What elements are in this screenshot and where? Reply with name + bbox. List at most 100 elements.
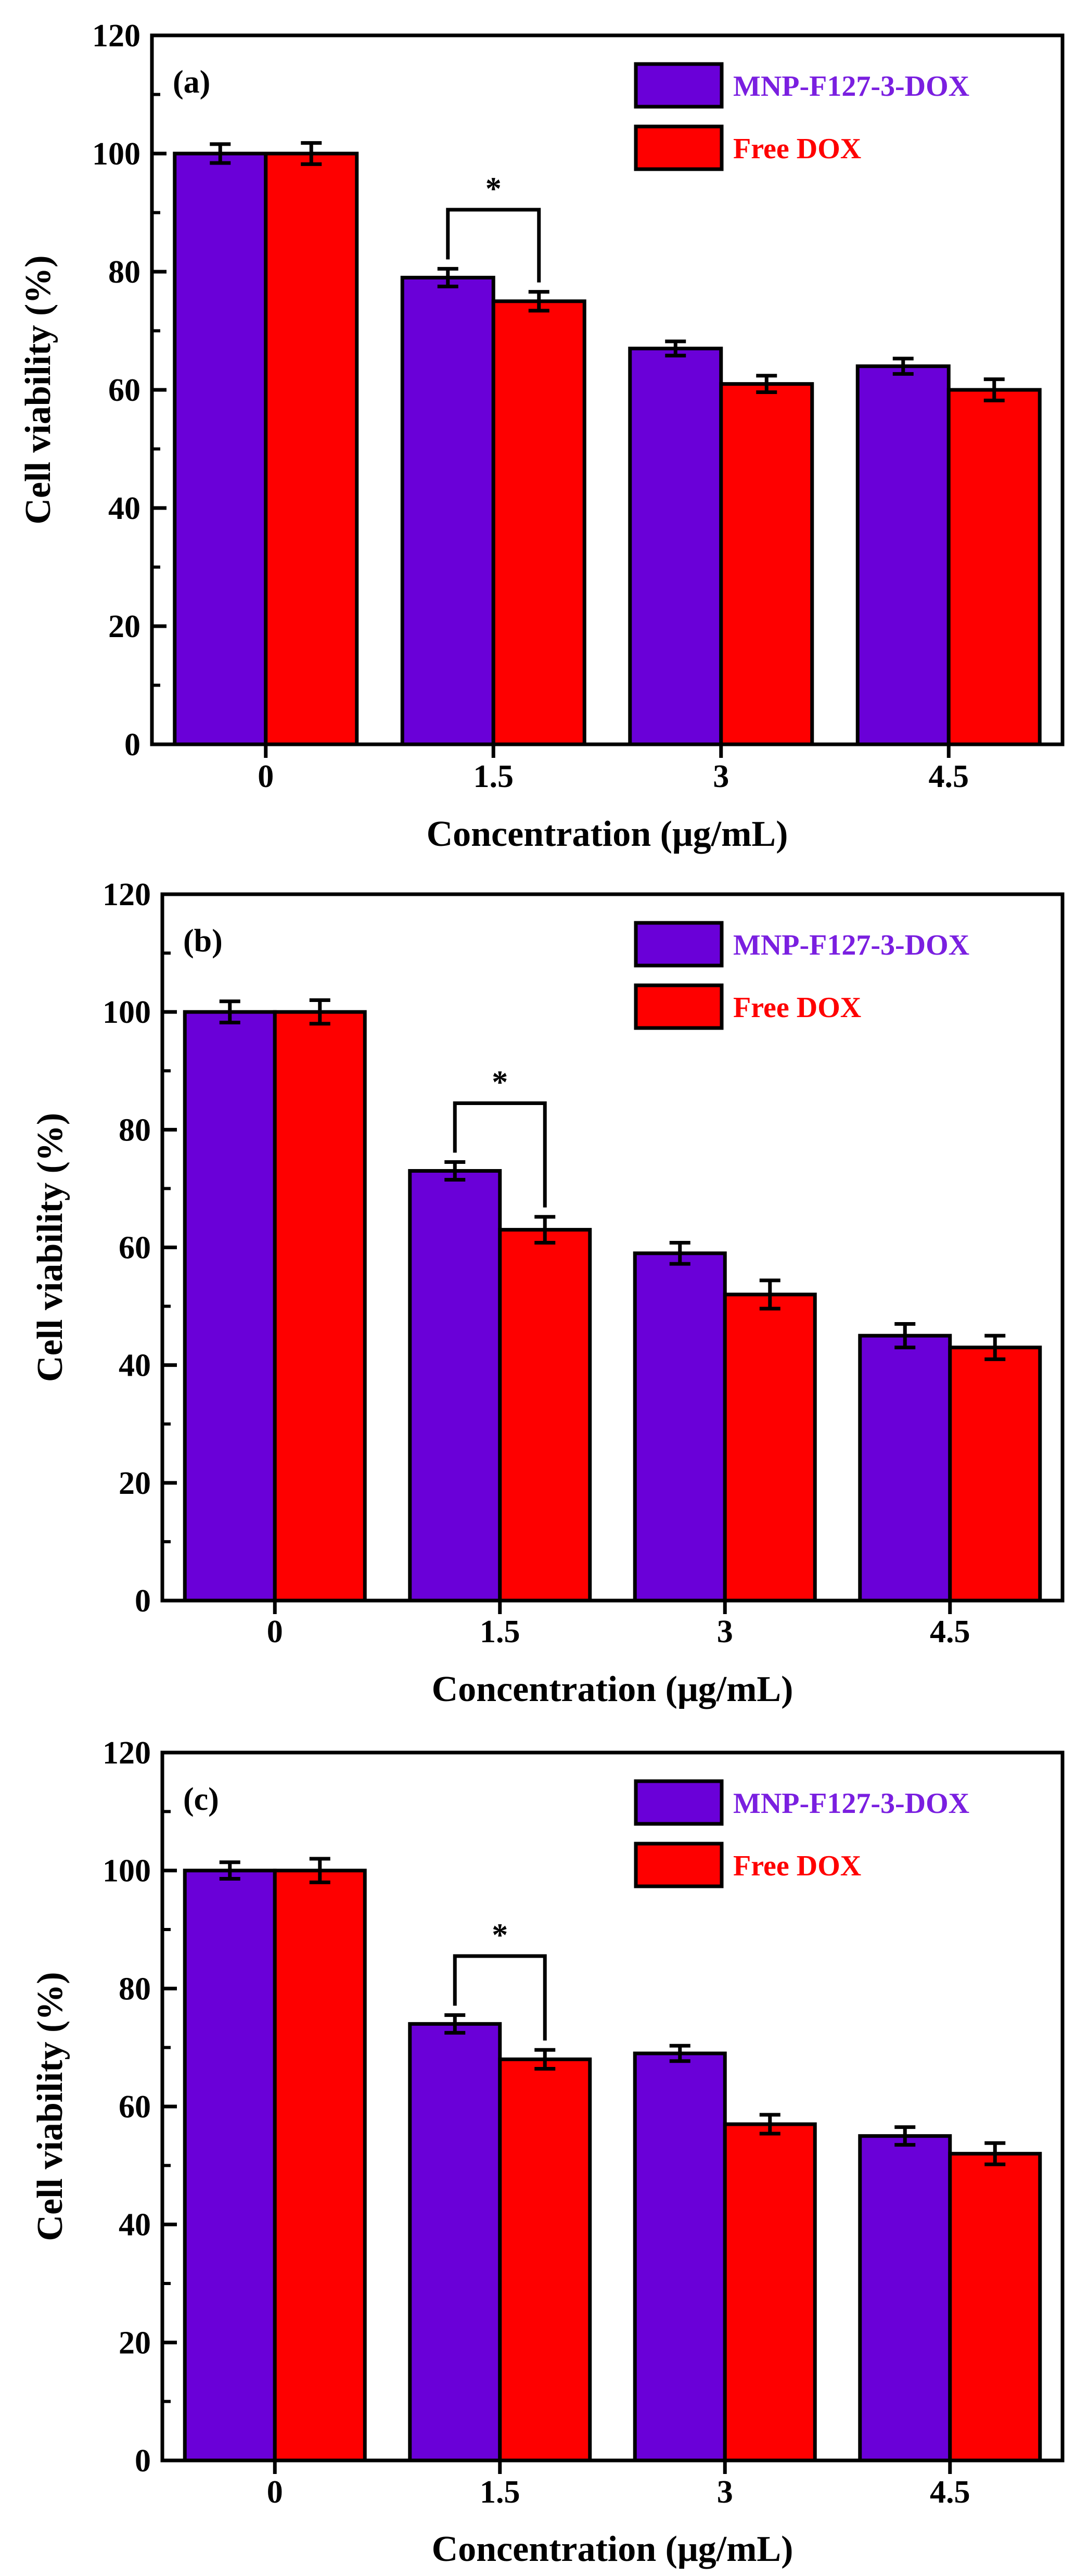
chart-panel-c: 0 20 40 60 80 100 120 0 1.5 3 4.5 Concentration (μg… (30, 1735, 1065, 2569)
y-tick-label: 60 (119, 2089, 151, 2125)
error-bar (894, 1322, 916, 1350)
error-bar (309, 998, 330, 1026)
error-bar (528, 290, 549, 313)
legend-entry-mnp: MNP-F127-3-DOX (634, 1779, 969, 1826)
y-tick-label: 80 (108, 255, 140, 290)
legend-swatch (634, 62, 724, 109)
bar-free-dox-0 (273, 1010, 367, 1603)
error-bar (219, 1860, 240, 1881)
x-tick-label: 0 (267, 2475, 283, 2510)
significance-star: * (492, 1064, 508, 1100)
legend-label: MNP-F127-3-DOX (733, 929, 969, 961)
x-tick-label: 1.5 (480, 1614, 520, 1649)
bar-mnp-3 (633, 2051, 727, 2463)
error-bar (665, 339, 686, 358)
error-bar (437, 267, 458, 288)
error-bar (444, 2013, 466, 2035)
y-tick-label: 120 (92, 18, 140, 54)
y-tick-label: 40 (119, 2207, 151, 2243)
legend-label: Free DOX (733, 133, 861, 165)
bar-free-dox-1.5 (498, 2057, 592, 2463)
x-tick-label: 4.5 (929, 759, 969, 794)
y-tick-label: 60 (119, 1230, 151, 1266)
x-tick-label: 0 (267, 1614, 283, 1649)
bar-mnp-3 (633, 1251, 727, 1603)
y-axis-title: Cell viability (%) (30, 1972, 70, 2241)
significance-bracket (453, 1954, 547, 2041)
panel-label: (a) (173, 65, 210, 100)
bar-mnp-0 (183, 1869, 277, 2463)
error-bar (669, 1240, 690, 1266)
x-tick-label: 3 (717, 1614, 733, 1649)
x-axis-title: Concentration (μg/mL) (432, 2529, 793, 2569)
y-tick-label: 60 (108, 373, 140, 408)
error-bar (759, 2113, 780, 2136)
legend-label: Free DOX (733, 1850, 861, 1882)
error-bar (984, 2141, 1006, 2166)
y-tick-label: 0 (135, 1583, 151, 1619)
y-tick-label: 0 (124, 727, 140, 763)
bar-mnp-4.5 (858, 1334, 952, 1603)
legend-label: MNP-F127-3-DOX (733, 1787, 969, 1820)
bar-free-dox-4.5 (948, 2152, 1042, 2463)
chart-panel-a: 0 20 40 60 80 100 120 0 1.5 3 4.5 Concentration (μg… (18, 18, 1065, 854)
chart-panel-b: 0 20 40 60 80 100 120 0 1.5 3 4.5 Concentration (μg… (30, 877, 1065, 1709)
x-tick-label: 1.5 (473, 759, 514, 794)
x-tick-label: 3 (713, 759, 729, 794)
x-tick-label: 0 (258, 759, 274, 794)
y-tick-label: 40 (119, 1348, 151, 1384)
error-bar (301, 141, 322, 166)
y-tick-label: 120 (103, 877, 151, 912)
y-tick-label: 0 (135, 2443, 151, 2479)
x-tick-label: 1.5 (480, 2475, 520, 2510)
x-tick-label: 3 (717, 2475, 733, 2510)
legend-entry-free-dox: Free DOX (634, 1842, 861, 1888)
y-tick-label: 20 (119, 2325, 151, 2361)
legend-swatch (634, 1842, 724, 1888)
legend-entry-mnp: MNP-F127-3-DOX (634, 62, 969, 109)
y-tick-label: 100 (103, 1854, 151, 1889)
error-bar (534, 2048, 556, 2071)
significance-star: * (492, 1918, 508, 1953)
bar-free-dox-3 (723, 1292, 817, 1603)
bar-mnp-1.5 (400, 275, 495, 746)
y-axis-title: Cell viability (%) (18, 255, 58, 524)
bar-mnp-1.5 (408, 2022, 502, 2463)
bar-mnp-4.5 (858, 2134, 952, 2463)
error-bar (444, 1160, 466, 1182)
error-bar (756, 374, 777, 395)
error-bar (534, 1215, 556, 1245)
bar-free-dox-4.5 (946, 388, 1042, 746)
x-axis-title: Concentration (μg/mL) (427, 814, 788, 854)
legend-entry-free-dox: Free DOX (634, 124, 861, 171)
bar-mnp-0 (183, 1010, 277, 1603)
y-axis-title: Cell viability (%) (30, 1113, 70, 1382)
error-bar (892, 357, 914, 376)
y-tick-label: 100 (103, 995, 151, 1030)
legend-label: MNP-F127-3-DOX (733, 70, 969, 103)
legend-swatch (634, 1779, 724, 1826)
legend-label: Free DOX (733, 992, 861, 1024)
error-bar (669, 2044, 690, 2063)
legend-swatch (634, 921, 724, 968)
bar-free-dox-3 (723, 2122, 817, 2463)
legend-entry-free-dox: Free DOX (634, 983, 861, 1030)
significance-bracket (446, 208, 541, 283)
error-bar (210, 142, 231, 165)
bar-mnp-1.5 (408, 1169, 502, 1603)
y-tick-label: 100 (92, 136, 140, 172)
bar-mnp-3 (628, 347, 723, 746)
x-tick-label: 4.5 (930, 1614, 970, 1649)
bar-free-dox-4.5 (948, 1346, 1042, 1603)
bar-free-dox-1.5 (498, 1228, 592, 1603)
bar-mnp-0 (173, 151, 268, 746)
significance-bracket (453, 1101, 547, 1208)
legend-swatch (634, 124, 724, 171)
error-bar (894, 2125, 916, 2147)
bar-free-dox-0 (264, 151, 359, 746)
y-tick-label: 80 (119, 1112, 151, 1148)
bar-free-dox-1.5 (491, 299, 586, 746)
x-tick-label: 4.5 (930, 2475, 970, 2510)
error-bar (219, 999, 240, 1025)
